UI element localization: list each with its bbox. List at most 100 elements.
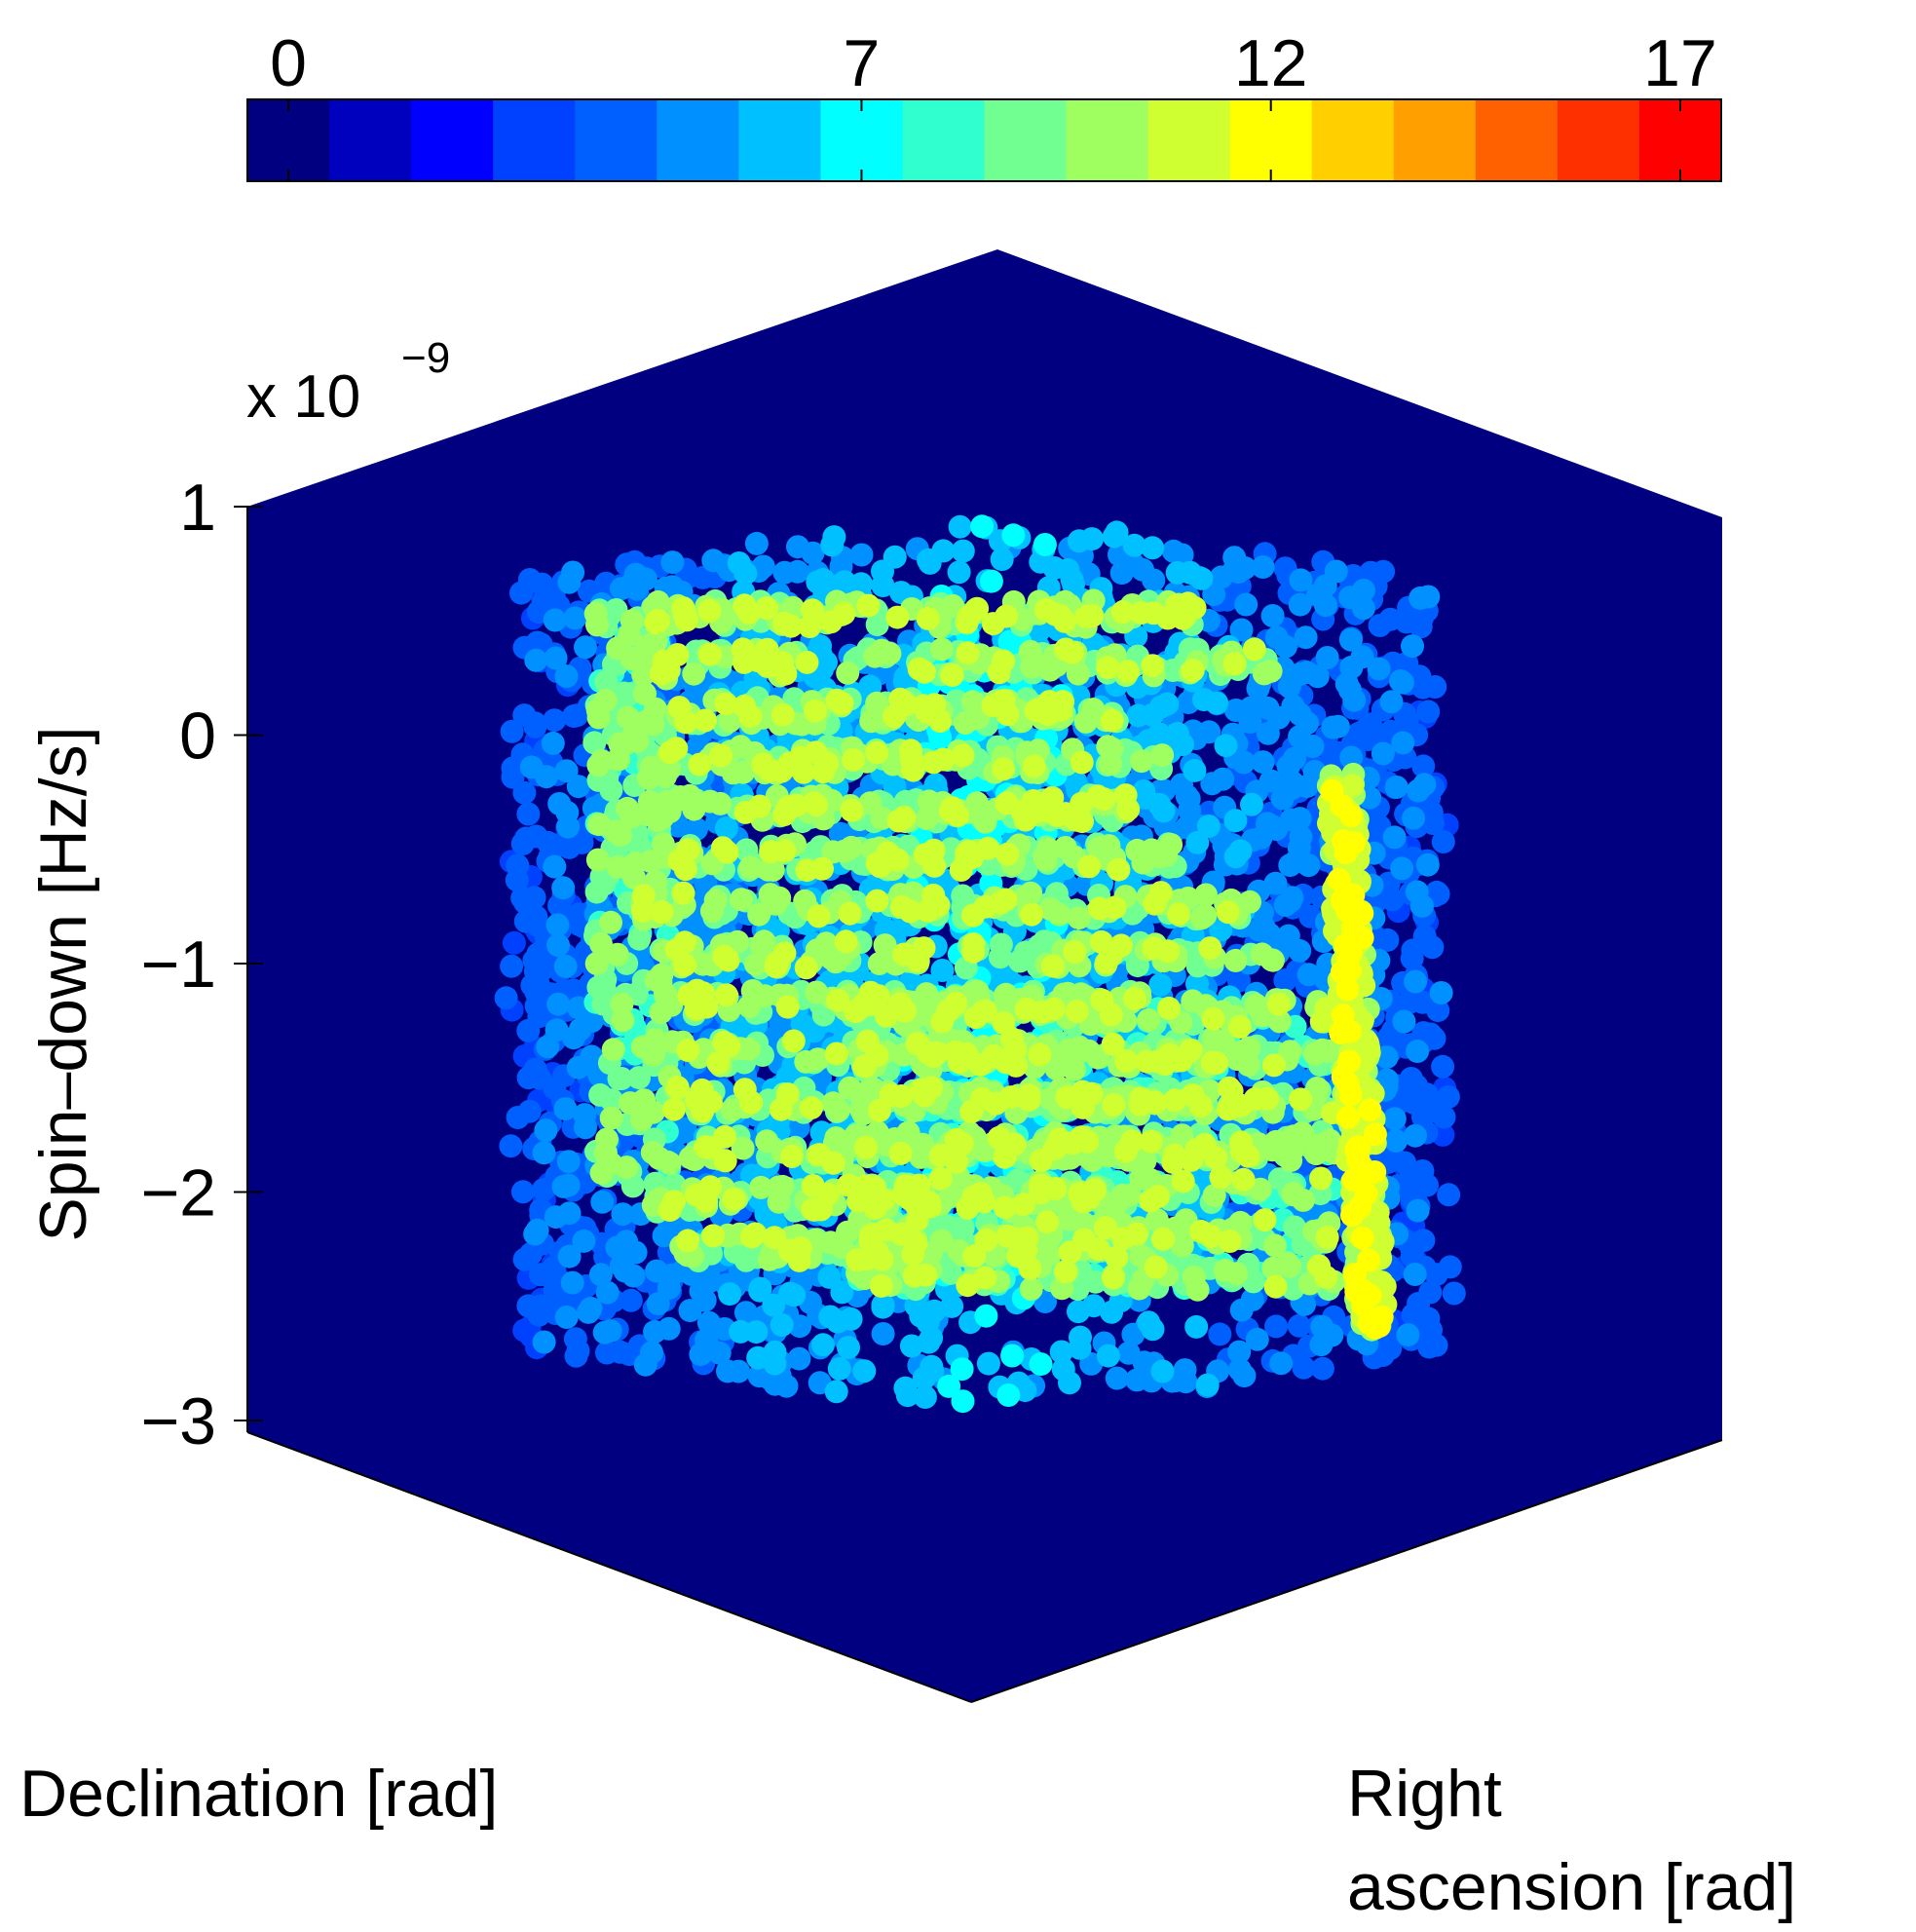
scatter-point xyxy=(599,1088,623,1113)
scatter-point xyxy=(1393,1151,1417,1175)
scatter-point xyxy=(574,635,597,660)
scatter-point xyxy=(1165,721,1189,745)
scatter-point xyxy=(814,650,838,674)
scatter-point xyxy=(821,840,845,864)
scatter-point xyxy=(938,1261,962,1285)
scatter-point xyxy=(509,581,533,605)
scatter-point xyxy=(546,992,571,1016)
scatter-point xyxy=(1192,688,1216,712)
scatter-point xyxy=(577,1300,601,1324)
scatter-point xyxy=(543,708,567,733)
scatter-point xyxy=(512,703,537,728)
scatter-point xyxy=(1378,607,1403,631)
colorbar-cell xyxy=(984,99,1068,181)
scatter-point xyxy=(554,664,579,689)
scatter-point xyxy=(623,1240,648,1265)
scatter-point xyxy=(583,601,608,625)
scatter-point xyxy=(500,719,524,743)
scatter-point xyxy=(1442,1281,1466,1306)
scatter-point xyxy=(1406,1198,1430,1223)
scatter-point xyxy=(585,848,610,872)
scatter-point xyxy=(718,1282,742,1307)
scatter-point xyxy=(820,533,845,557)
scatter-point xyxy=(543,608,567,632)
scatter-point xyxy=(920,1354,944,1379)
scatter-point xyxy=(525,1218,549,1242)
scatter-point xyxy=(547,893,572,918)
scatter-point xyxy=(584,880,609,904)
scatter-point xyxy=(1421,812,1445,835)
scatter-point xyxy=(1288,725,1312,749)
scatter-point xyxy=(1296,963,1321,987)
scatter-point xyxy=(1223,699,1248,722)
scatter-point xyxy=(729,888,753,912)
scatter-point xyxy=(594,669,619,694)
scatter-point xyxy=(1007,949,1032,973)
scatter-point xyxy=(930,959,955,982)
scatter-point xyxy=(524,648,548,672)
scatter-point xyxy=(827,1356,851,1381)
scatter-point xyxy=(523,1057,547,1081)
scatter-point xyxy=(607,1067,631,1091)
scatter-point xyxy=(1189,566,1214,590)
scatter-point xyxy=(1309,1333,1334,1357)
scatter-point xyxy=(839,1307,863,1331)
scatter-point xyxy=(1404,969,1428,994)
scatter-point xyxy=(1375,928,1400,952)
scatter-point xyxy=(1391,731,1415,755)
scatter-point xyxy=(693,1288,717,1312)
scatter-point xyxy=(627,927,652,951)
scatter-point xyxy=(970,514,995,539)
scatter-point xyxy=(1165,560,1189,585)
scatter-point xyxy=(1200,772,1224,796)
scatter-point xyxy=(510,1180,535,1204)
scatter-point xyxy=(1137,1310,1161,1335)
scatter-point xyxy=(734,838,759,862)
scatter-point xyxy=(535,765,558,789)
scatter-point xyxy=(1275,1251,1299,1275)
scatter-point xyxy=(948,514,972,539)
scatter-point xyxy=(1232,1364,1257,1388)
scatter-point xyxy=(1125,1368,1149,1392)
scatter-point xyxy=(541,731,565,755)
scatter-point xyxy=(1371,741,1395,766)
scatter-point xyxy=(1296,853,1321,878)
scatter-point xyxy=(566,775,590,799)
scatter-point xyxy=(1382,1107,1407,1131)
scatter-point xyxy=(1379,690,1404,714)
scatter-point xyxy=(1339,655,1364,679)
scatter-point xyxy=(871,559,894,584)
scatter-point xyxy=(573,1103,597,1127)
scatter-point xyxy=(595,1341,619,1365)
scatter-point xyxy=(1390,856,1414,881)
colorbar-cell xyxy=(902,99,986,181)
scatter-point xyxy=(532,1178,556,1201)
colorbar-cell xyxy=(247,99,330,181)
scatter-point xyxy=(805,980,829,1004)
scatter-point xyxy=(951,1216,975,1240)
scatter-point xyxy=(1238,890,1261,914)
scatter-point xyxy=(546,933,570,958)
scatter-point xyxy=(1402,806,1426,830)
scatter-point xyxy=(582,731,607,755)
scatter-point xyxy=(1122,533,1146,557)
scatter-point xyxy=(1436,1084,1460,1109)
scatter-point xyxy=(1415,852,1440,877)
scatter-point xyxy=(1416,700,1441,724)
scatter-point xyxy=(1367,657,1391,681)
scatter-point xyxy=(633,682,657,705)
scatter-point xyxy=(837,1336,860,1359)
scatter-point xyxy=(1424,1263,1448,1287)
scatter-point xyxy=(1382,825,1407,850)
scatter-point xyxy=(1356,728,1380,751)
scatter-point xyxy=(545,913,570,937)
scatter-point xyxy=(1289,825,1313,850)
scatter-point xyxy=(1121,552,1146,577)
scatter-point xyxy=(1260,948,1285,972)
scatter-point xyxy=(733,1301,758,1325)
scatter-point xyxy=(990,548,1014,572)
scatter-point xyxy=(1251,555,1275,579)
scatter-point xyxy=(532,1330,556,1354)
scatter-point xyxy=(1401,634,1424,659)
colorbar-cell xyxy=(820,99,904,181)
